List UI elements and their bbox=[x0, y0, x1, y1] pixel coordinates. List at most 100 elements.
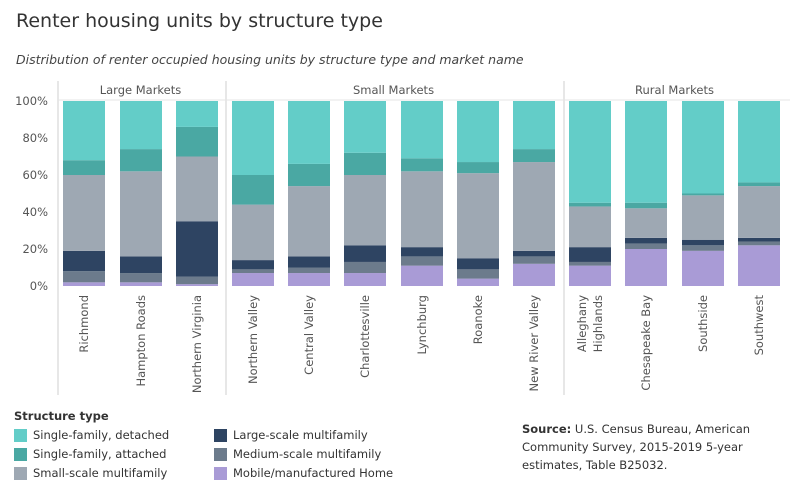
bar-segment bbox=[682, 193, 724, 196]
bar-segment bbox=[738, 101, 780, 183]
bar-segment bbox=[738, 186, 780, 238]
bar-segment bbox=[288, 267, 330, 274]
bar-segment bbox=[288, 256, 330, 268]
bar-segment bbox=[232, 273, 274, 286]
bar-segment bbox=[569, 265, 611, 286]
legend-title: Structure type bbox=[14, 409, 109, 423]
bar-segment bbox=[682, 195, 724, 240]
legend-label: Medium-scale multifamily bbox=[233, 447, 382, 461]
bar-segment bbox=[457, 258, 499, 270]
bar-segment bbox=[232, 260, 274, 270]
legend-item-mobile-manufactured-home: Mobile/manufactured Home bbox=[214, 466, 393, 480]
legend-item-large-scale-multifamily: Large-scale multifamily bbox=[214, 428, 368, 442]
bar-segment bbox=[232, 204, 274, 261]
bar-segment bbox=[120, 273, 162, 283]
category-label: Highlands bbox=[591, 295, 605, 352]
category-label: Southside bbox=[696, 295, 710, 352]
bar-segment bbox=[232, 101, 274, 175]
group-header: Rural Markets bbox=[635, 83, 714, 97]
bar-segment bbox=[401, 171, 443, 248]
legend-swatch bbox=[14, 466, 27, 480]
category-label: Alleghany bbox=[575, 295, 589, 352]
bar-segment bbox=[63, 160, 105, 175]
y-tick-label: 100% bbox=[15, 94, 48, 108]
bar-segment bbox=[569, 101, 611, 203]
legend-item-single-family-detached: Single-family, detached bbox=[14, 428, 169, 442]
category-label: Charlottesville bbox=[358, 295, 372, 378]
bar-segment bbox=[120, 282, 162, 286]
legend-swatch bbox=[214, 466, 227, 480]
legend-item-medium-scale-multifamily: Medium-scale multifamily bbox=[214, 447, 381, 461]
bar-segment bbox=[120, 149, 162, 172]
bar-segment bbox=[232, 269, 274, 274]
bar-segment bbox=[569, 247, 611, 262]
bar-segment bbox=[176, 284, 218, 286]
legend-label: Single-family, attached bbox=[33, 447, 167, 461]
y-tick-label: 40% bbox=[22, 205, 48, 219]
legend-swatch bbox=[214, 428, 227, 442]
category-label: Roanoke bbox=[471, 295, 485, 344]
bar-segment bbox=[401, 247, 443, 257]
bar-segment bbox=[738, 241, 780, 246]
bar-segment bbox=[176, 101, 218, 127]
bar-segment bbox=[344, 273, 386, 286]
bar-segment bbox=[513, 162, 555, 251]
source-note: Source: U.S. Census Bureau, American Com… bbox=[522, 420, 792, 474]
category-label: Hampton Roads bbox=[134, 295, 148, 387]
bar-segment bbox=[63, 175, 105, 251]
bar-segment bbox=[288, 273, 330, 286]
bar-segment bbox=[401, 265, 443, 286]
bar-segment bbox=[344, 175, 386, 246]
category-label: New River Valley bbox=[527, 295, 541, 392]
bar-segment bbox=[682, 245, 724, 251]
legend-item-small-scale-multifamily: Small-scale multifamily bbox=[14, 466, 167, 480]
bar-segment bbox=[738, 237, 780, 242]
legend-label: Large-scale multifamily bbox=[233, 428, 368, 442]
bar-segment bbox=[288, 163, 330, 187]
bar-segment bbox=[625, 237, 667, 244]
bar-segment bbox=[344, 261, 386, 274]
bar-segment bbox=[625, 249, 667, 286]
bar-segment bbox=[401, 158, 443, 172]
bar-segment bbox=[232, 175, 274, 205]
bar-segment bbox=[682, 101, 724, 194]
bar-segment bbox=[513, 256, 555, 264]
bar-segment bbox=[344, 101, 386, 153]
bar-segment bbox=[625, 202, 667, 209]
chart-subtitle: Distribution of renter occupied housing … bbox=[16, 52, 524, 67]
bar-segment bbox=[401, 256, 443, 266]
bar-segment bbox=[738, 245, 780, 286]
y-tick-label: 80% bbox=[22, 131, 48, 145]
category-label: Central Valley bbox=[302, 295, 316, 375]
bar-segment bbox=[457, 162, 499, 174]
source-label: Source: bbox=[522, 422, 572, 436]
bar-segment bbox=[569, 206, 611, 248]
bar-segment bbox=[176, 221, 218, 277]
category-label: Northern Valley bbox=[246, 295, 260, 384]
bar-segment bbox=[682, 250, 724, 286]
category-label: Southwest bbox=[752, 295, 766, 356]
category-label: Chesapeake Bay bbox=[639, 295, 653, 391]
legend-swatch bbox=[214, 447, 227, 461]
bar-segment bbox=[401, 101, 443, 159]
legend-swatch bbox=[14, 428, 27, 442]
chart-title: Renter housing units by structure type bbox=[16, 10, 383, 32]
bar-segment bbox=[63, 282, 105, 286]
bar-segment bbox=[513, 263, 555, 286]
bar-segment bbox=[63, 101, 105, 161]
bar-segment bbox=[625, 243, 667, 249]
bar-segment bbox=[63, 250, 105, 272]
group-header: Small Markets bbox=[353, 83, 434, 97]
bar-segment bbox=[682, 239, 724, 246]
bar-segment bbox=[457, 173, 499, 259]
bar-segment bbox=[288, 101, 330, 164]
legend-swatch bbox=[14, 447, 27, 461]
bar-segment bbox=[513, 250, 555, 257]
bar-segment bbox=[176, 156, 218, 222]
bar-segment bbox=[344, 245, 386, 262]
category-label: Richmond bbox=[77, 295, 91, 353]
y-tick-label: 0% bbox=[30, 279, 48, 293]
group-header: Large Markets bbox=[100, 83, 182, 97]
bar-segment bbox=[120, 101, 162, 150]
bar-segment bbox=[569, 261, 611, 266]
